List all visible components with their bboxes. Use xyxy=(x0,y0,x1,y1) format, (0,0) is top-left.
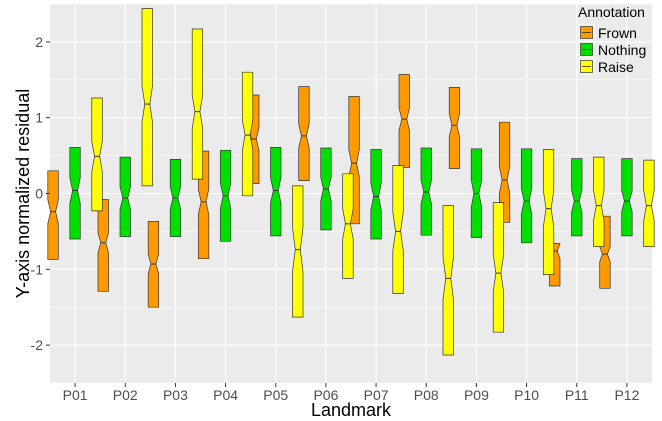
x-axis-title: Landmark xyxy=(311,400,392,420)
box-nothing-p07 xyxy=(370,149,382,240)
legend-title: Annotation xyxy=(578,4,645,20)
legend-label-nothing: Nothing xyxy=(598,42,646,58)
box-frown-p06 xyxy=(298,86,310,181)
x-tick-label: P02 xyxy=(113,387,138,403)
x-tick-label: P10 xyxy=(514,387,539,403)
x-tick-label: P03 xyxy=(163,387,188,403)
box-raise-p06 xyxy=(342,173,354,279)
x-axis: P01 P02 P03 P04 P05 P06 P07 P08 P09 P10 P11 P12 xyxy=(63,383,640,403)
box-frown-p09 xyxy=(448,87,461,169)
box-raise-p10 xyxy=(542,149,555,275)
boxes xyxy=(47,8,655,356)
box-raise-p12 xyxy=(643,159,655,247)
box-frown-p01 xyxy=(47,170,59,260)
x-tick-label: P12 xyxy=(614,387,639,403)
x-tick-label: P01 xyxy=(63,387,88,403)
x-tick-label: P04 xyxy=(213,387,238,403)
y-tick-label: -2 xyxy=(31,337,44,353)
box-nothing-p10 xyxy=(520,148,533,244)
box-raise-p05 xyxy=(292,185,304,318)
box-frown-p02 xyxy=(97,199,109,292)
legend-label-frown: Frown xyxy=(598,25,637,41)
box-raise-p07 xyxy=(392,165,404,294)
x-tick-label: P11 xyxy=(565,387,589,403)
y-tick-label: -1 xyxy=(31,261,44,277)
box-raise-p11 xyxy=(593,156,605,247)
y-tick-label: 0 xyxy=(35,186,43,202)
x-tick-label: P09 xyxy=(464,387,489,403)
y-tick-label: 2 xyxy=(35,34,43,50)
x-tick-label: P05 xyxy=(263,387,288,403)
box-raise-p04 xyxy=(241,71,254,197)
box-nothing-p12 xyxy=(621,158,633,237)
box-raise-p02 xyxy=(141,8,153,187)
y-axis-title: Y-axis normalized residual xyxy=(13,89,33,298)
box-raise-p08 xyxy=(442,205,454,356)
legend-label-raise: Raise xyxy=(598,59,634,75)
box-nothing-p05 xyxy=(270,146,282,237)
x-tick-label: P06 xyxy=(313,387,338,403)
box-nothing-p02 xyxy=(119,156,131,238)
y-tick-label: 1 xyxy=(35,110,43,126)
box-raise-p09 xyxy=(492,202,505,333)
x-tick-label: P08 xyxy=(414,387,439,403)
box-frown-p10 xyxy=(498,121,511,223)
x-tick-label: P07 xyxy=(364,387,389,403)
box-nothing-p01 xyxy=(69,146,81,240)
box-nothing-p11 xyxy=(571,158,583,237)
box-frown-p08 xyxy=(398,74,410,169)
y-axis: -2 -1 0 1 2 xyxy=(31,34,50,353)
box-raise-p01 xyxy=(91,97,103,212)
box-raise-p03 xyxy=(191,28,204,180)
